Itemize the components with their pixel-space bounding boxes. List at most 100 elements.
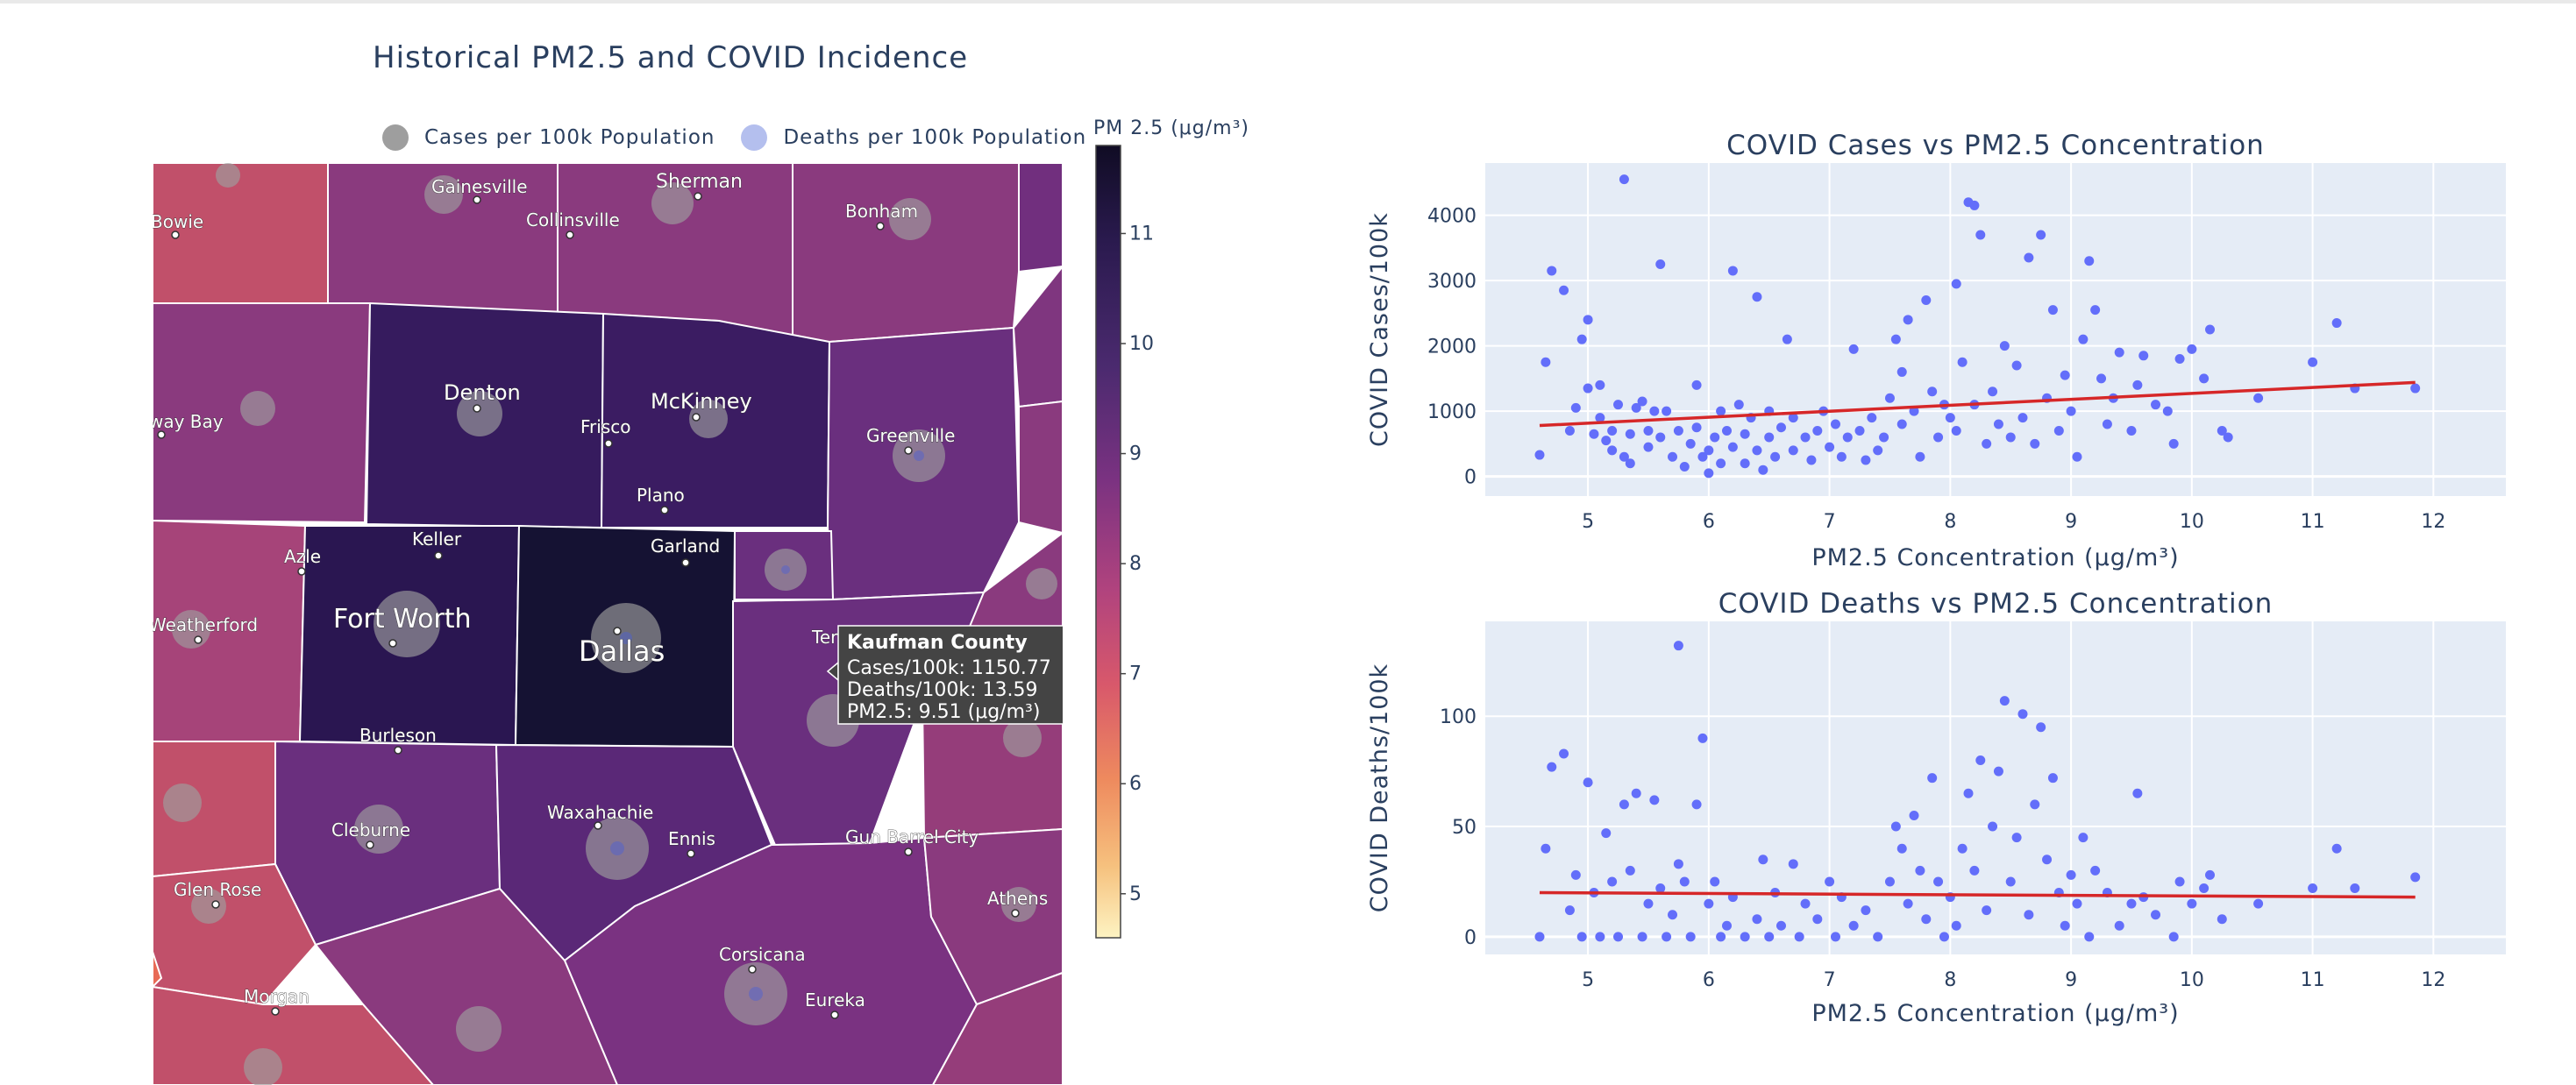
scatter-point[interactable]	[1933, 432, 1944, 443]
scatter-point[interactable]	[1655, 259, 1666, 269]
scatter-point[interactable]	[1873, 445, 1883, 456]
scatter-point[interactable]	[1884, 393, 1895, 403]
scatter-point[interactable]	[2017, 413, 2028, 423]
scatter-point[interactable]	[1921, 294, 1932, 305]
scatter-point[interactable]	[2126, 898, 2137, 909]
scatter-point[interactable]	[1915, 865, 1925, 876]
case-bubble[interactable]	[651, 182, 694, 224]
scatter-point[interactable]	[2174, 876, 2185, 887]
scatter-point[interactable]	[2217, 914, 2227, 925]
scatter-point[interactable]	[2410, 872, 2421, 883]
scatter-point[interactable]	[1861, 905, 1871, 916]
scatter-point[interactable]	[1939, 400, 1949, 410]
scatter-point[interactable]	[1643, 442, 1654, 452]
scatter-point[interactable]	[2223, 432, 2233, 443]
scatter-point[interactable]	[1727, 442, 1738, 452]
scatter-point[interactable]	[1679, 876, 1690, 887]
scatter-point[interactable]	[1758, 855, 1768, 865]
scatter-point[interactable]	[1704, 898, 1714, 909]
scatter-point[interactable]	[1710, 876, 1720, 887]
scatter-point[interactable]	[2024, 910, 2034, 920]
county-polygon[interactable]	[792, 163, 1020, 343]
scatter-point[interactable]	[1613, 400, 1624, 410]
scatter-point[interactable]	[1830, 419, 1840, 429]
scatter-point[interactable]	[1619, 174, 1629, 185]
scatter-point[interactable]	[2410, 383, 2421, 394]
scatter-point[interactable]	[1534, 450, 1545, 460]
scatter-point[interactable]	[1818, 406, 1829, 416]
scatter-point[interactable]	[2036, 722, 2046, 733]
scatter-point[interactable]	[1927, 773, 1938, 784]
scatter-point[interactable]	[2253, 898, 2264, 909]
scatter-point[interactable]	[1969, 200, 1980, 210]
scatter-point[interactable]	[1963, 788, 1974, 798]
scatter-point[interactable]	[2102, 419, 2112, 429]
scatter-point[interactable]	[1583, 383, 1593, 394]
scatter-point[interactable]	[1999, 341, 2010, 351]
scatter-point[interactable]	[1625, 458, 1635, 469]
scatter-point[interactable]	[1969, 400, 1980, 410]
scatter-point[interactable]	[2350, 883, 2360, 894]
case-bubble[interactable]	[354, 805, 403, 854]
scatter-point[interactable]	[1716, 458, 1726, 469]
scatter-point[interactable]	[2078, 334, 2089, 344]
scatter-point[interactable]	[1788, 445, 1798, 456]
scatter-point[interactable]	[1541, 843, 1551, 854]
scatter-point[interactable]	[2187, 898, 2197, 909]
scatter-point[interactable]	[1915, 451, 1925, 462]
scatter-point[interactable]	[1697, 733, 1708, 743]
case-bubble[interactable]	[1001, 887, 1036, 922]
scatter-point[interactable]	[1896, 843, 1907, 854]
scatter-point[interactable]	[1884, 876, 1895, 887]
case-bubble[interactable]	[889, 198, 931, 240]
scatter-point[interactable]	[1710, 432, 1720, 443]
scatter-point[interactable]	[1727, 266, 1738, 276]
legend-item-cases[interactable]: Cases per 100k Population	[382, 124, 715, 151]
scatter-point[interactable]	[1625, 865, 1635, 876]
scatter-point[interactable]	[1601, 436, 1612, 446]
county-polygon[interactable]	[1018, 400, 1063, 535]
scatter-point[interactable]	[2331, 318, 2342, 329]
scatter-point[interactable]	[1836, 451, 1847, 462]
scatter-point[interactable]	[1595, 932, 1605, 942]
scatter-point[interactable]	[1691, 379, 1702, 390]
scatter-point[interactable]	[2066, 869, 2076, 880]
scatter-point[interactable]	[1637, 932, 1647, 942]
scatter-point[interactable]	[1673, 425, 1683, 436]
scatter-point[interactable]	[1541, 357, 1551, 367]
scatter-point[interactable]	[2308, 883, 2318, 894]
scatter-point[interactable]	[1631, 402, 1641, 413]
scatter-point[interactable]	[1988, 821, 1998, 832]
scatter-point[interactable]	[1951, 425, 1961, 436]
scatter-point[interactable]	[2205, 869, 2216, 880]
scatter-point[interactable]	[2011, 833, 2022, 843]
scatter-point[interactable]	[2053, 888, 2064, 898]
scatter-point[interactable]	[1685, 932, 1696, 942]
scatter-point[interactable]	[2090, 865, 2101, 876]
scatter-point[interactable]	[1794, 932, 1804, 942]
scatter-point[interactable]	[1547, 266, 1557, 276]
scatter-point[interactable]	[1673, 641, 1683, 651]
scatter-point[interactable]	[1836, 892, 1847, 903]
scatter-point[interactable]	[1945, 892, 1955, 903]
scatter-point[interactable]	[1740, 429, 1750, 439]
scatter-point[interactable]	[1662, 932, 1672, 942]
scatter-point[interactable]	[2053, 425, 2064, 436]
map-legend[interactable]: Cases per 100k Population Deaths per 100…	[382, 124, 1113, 151]
case-bubble[interactable]	[689, 400, 728, 438]
scatter-point[interactable]	[1668, 451, 1678, 462]
scatter-point[interactable]	[1782, 334, 1792, 344]
scatter-point[interactable]	[1559, 285, 1569, 295]
scatter-point[interactable]	[1691, 422, 1702, 433]
scatter-point[interactable]	[2253, 393, 2264, 403]
scatter-point[interactable]	[1890, 821, 1901, 832]
scatter-point[interactable]	[1547, 762, 1557, 772]
scatter-point[interactable]	[2060, 370, 2070, 380]
scatter-point[interactable]	[1570, 869, 1581, 880]
scatter-point[interactable]	[2084, 256, 2095, 266]
scatter-point[interactable]	[2011, 360, 2022, 371]
scatter-point[interactable]	[1595, 379, 1605, 390]
scatter-point[interactable]	[1861, 455, 1871, 465]
case-bubble[interactable]	[244, 1048, 282, 1085]
scatter-point[interactable]	[1800, 898, 1811, 909]
